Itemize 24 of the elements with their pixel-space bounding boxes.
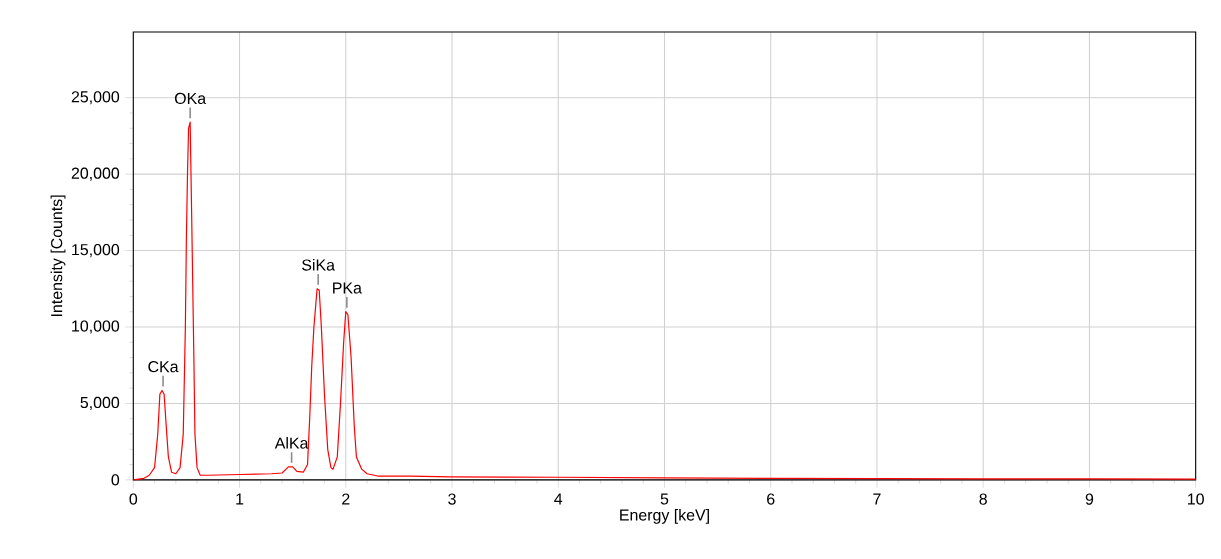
y-tick-label: 20,000: [71, 167, 120, 181]
y-axis-title: Intensity [Counts]: [50, 195, 66, 317]
x-tick-label: 7: [873, 493, 881, 505]
x-tick-label: 0: [129, 493, 138, 505]
x-tick-label: 3: [448, 493, 456, 505]
annotation: OKa: [174, 93, 207, 105]
x-tick-label: 5: [660, 493, 669, 505]
y-tick-label: 0: [111, 474, 120, 486]
x-tick-label: 1: [236, 493, 244, 505]
annotation: PKa: [333, 282, 362, 294]
y-tick-label: 5,000: [80, 397, 120, 411]
y-tick-label: 15,000: [72, 244, 120, 258]
x-axis-title: Energy [keV]: [620, 509, 709, 525]
y-tick-label: 25,000: [71, 91, 120, 105]
x-tick-label: 4: [554, 493, 563, 505]
line-series: [132, 121, 1197, 481]
annotation: SiKa: [302, 259, 335, 271]
annotation: CKa: [148, 361, 179, 373]
x-tick-label: 8: [979, 493, 987, 505]
x-tick-label: 9: [1085, 493, 1094, 505]
y-tick-label: 10,000: [72, 320, 120, 334]
x-tick-label: 2: [342, 493, 350, 505]
x-tick-label: 6: [767, 493, 775, 505]
x-tick-label: 10: [1188, 493, 1204, 505]
